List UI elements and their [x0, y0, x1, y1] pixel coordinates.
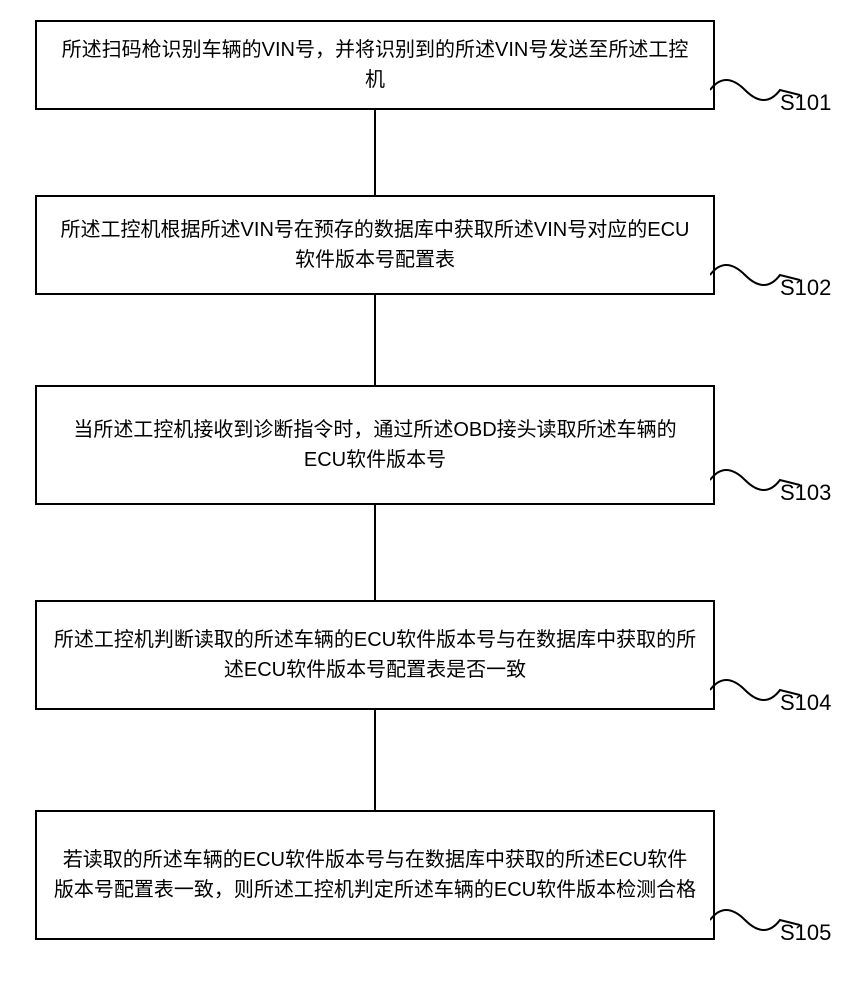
flowchart-node-s103: 当所述工控机接收到诊断指令时，通过所述OBD接头读取所述车辆的ECU软件版本号 — [35, 385, 715, 505]
node-text: 若读取的所述车辆的ECU软件版本号与在数据库中获取的所述ECU软件版本号配置表一… — [53, 845, 697, 905]
node-label-s103: S103 — [780, 480, 831, 506]
node-label-s101: S101 — [780, 90, 831, 116]
flowchart-edge — [374, 295, 376, 385]
flowchart-node-s101: 所述扫码枪识别车辆的VIN号，并将识别到的所述VIN号发送至所述工控机 — [35, 20, 715, 110]
node-text: 所述工控机判断读取的所述车辆的ECU软件版本号与在数据库中获取的所述ECU软件版… — [53, 625, 697, 685]
flowchart-node-s104: 所述工控机判断读取的所述车辆的ECU软件版本号与在数据库中获取的所述ECU软件版… — [35, 600, 715, 710]
node-label-s105: S105 — [780, 920, 831, 946]
node-text: 所述扫码枪识别车辆的VIN号，并将识别到的所述VIN号发送至所述工控机 — [53, 35, 697, 95]
node-text: 当所述工控机接收到诊断指令时，通过所述OBD接头读取所述车辆的ECU软件版本号 — [53, 415, 697, 475]
node-label-s104: S104 — [780, 690, 831, 716]
flowchart-edge — [374, 110, 376, 195]
node-text: 所述工控机根据所述VIN号在预存的数据库中获取所述VIN号对应的ECU软件版本号… — [53, 215, 697, 275]
flowchart-edge — [374, 710, 376, 810]
node-label-s102: S102 — [780, 275, 831, 301]
flowchart-edge — [374, 505, 376, 600]
flowchart-node-s105: 若读取的所述车辆的ECU软件版本号与在数据库中获取的所述ECU软件版本号配置表一… — [35, 810, 715, 940]
flowchart-node-s102: 所述工控机根据所述VIN号在预存的数据库中获取所述VIN号对应的ECU软件版本号… — [35, 195, 715, 295]
flowchart-container: 所述扫码枪识别车辆的VIN号，并将识别到的所述VIN号发送至所述工控机 S101… — [0, 0, 863, 1000]
